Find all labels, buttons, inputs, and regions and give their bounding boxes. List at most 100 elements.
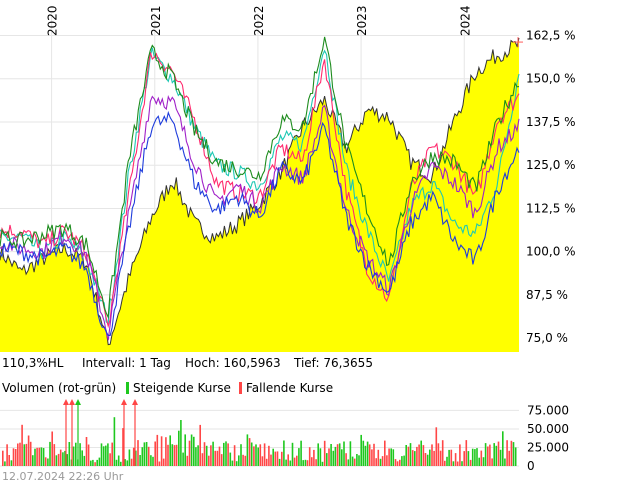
- volume-bar: [388, 448, 390, 466]
- volume-bar: [379, 458, 382, 466]
- volume-bar: [504, 458, 506, 466]
- volume-bar: [49, 441, 51, 466]
- volume-tick-label: 75.000: [527, 403, 569, 417]
- volume-bar: [158, 461, 161, 466]
- volume-bar: [25, 443, 28, 466]
- volume-bar: [487, 446, 489, 466]
- volume-bar: [338, 443, 341, 466]
- volume-bar: [272, 448, 274, 466]
- legend-down-swatch: [239, 382, 242, 394]
- volume-bar: [12, 448, 15, 466]
- volume-tick-label: 0: [527, 459, 535, 473]
- volume-bar: [446, 456, 448, 466]
- volume-bar: [186, 455, 189, 466]
- y-axis-ticks: 162,5 % 150,0 % 137,5 % 125,0 % 112,5 % 100,0…: [526, 28, 576, 345]
- volume-bar: [83, 455, 86, 466]
- main-area: [0, 37, 520, 352]
- volume-bar: [293, 457, 296, 466]
- volume-bar: [68, 442, 71, 466]
- series-line-1: [0, 47, 520, 325]
- volume-bar: [497, 441, 500, 466]
- volume-bar: [328, 448, 330, 466]
- volume-bar: [491, 458, 493, 466]
- volume-bar: [21, 424, 23, 466]
- volume-bar: [72, 446, 75, 466]
- volume-bar: [257, 447, 259, 466]
- x-tick-label: 2022: [252, 5, 266, 36]
- volume-bar: [220, 454, 223, 466]
- volume-bar: [480, 450, 483, 466]
- volume-bar: [64, 450, 66, 466]
- volume-bar: [235, 461, 238, 466]
- volume-bar: [29, 441, 32, 466]
- volume-bar: [285, 459, 287, 466]
- volume-bar: [482, 457, 485, 466]
- volume-bar: [242, 454, 244, 466]
- volume-bar: [514, 447, 517, 466]
- volume-bar: [238, 455, 240, 466]
- legend-up-label: Steigende Kurse: [133, 381, 231, 395]
- volume-bar: [19, 442, 21, 466]
- volume-bar: [321, 461, 324, 466]
- volume-bar: [203, 442, 206, 466]
- volume-bar: [495, 445, 498, 466]
- volume-bar: [160, 436, 163, 466]
- volume-bar: [377, 449, 380, 466]
- volume-bar: [135, 450, 137, 466]
- volume-bar: [439, 450, 442, 466]
- volume-bar: [405, 445, 407, 466]
- volume-bar: [231, 460, 234, 466]
- volume-bar: [353, 458, 356, 466]
- volume-bar: [169, 435, 171, 466]
- volume-bar: [356, 454, 358, 466]
- area-series-line: [0, 37, 520, 346]
- volume-bar: [394, 459, 397, 466]
- volume-bar: [14, 449, 17, 466]
- volume-bar: [111, 442, 113, 466]
- volume-bar: [336, 444, 339, 466]
- volume-bar: [98, 457, 101, 466]
- y-tick-label: 75,0 %: [526, 331, 568, 345]
- info-bar: 110,3%HL Intervall: 1 Tag Hoch: 160,5963…: [2, 356, 373, 370]
- volume-bar: [506, 440, 508, 466]
- volume-bar: [317, 443, 319, 466]
- volume-bar: [210, 445, 212, 466]
- volume-bar: [343, 441, 345, 466]
- volume-bar: [53, 444, 56, 466]
- volume-bar: [360, 434, 362, 466]
- volume-bar: [418, 444, 420, 466]
- volume-tick-label: 50.000: [527, 422, 569, 436]
- volume-bar: [452, 461, 455, 466]
- volume-bar: [178, 430, 180, 466]
- volume-bar: [145, 442, 148, 466]
- volume-bar: [319, 448, 322, 466]
- volume-bar: [461, 461, 463, 466]
- volume-bar: [287, 454, 289, 466]
- volume-bar: [59, 449, 62, 466]
- volume-bar: [306, 460, 309, 466]
- y-tick-label: 125,0 %: [526, 158, 576, 172]
- volume-bar: [381, 456, 384, 466]
- volume-bar: [311, 457, 313, 466]
- volume-bar: [304, 459, 307, 466]
- volume-bar: [100, 443, 103, 466]
- volume-bar: [366, 441, 369, 466]
- volume-bar: [407, 446, 410, 466]
- volume-bar: [6, 444, 8, 466]
- volume-bar: [51, 431, 53, 466]
- volume-bar: [478, 457, 480, 466]
- volume-overflow-arrow: [121, 399, 127, 405]
- volume-bar: [188, 440, 191, 466]
- volume-bar: [8, 455, 10, 466]
- volume-bar: [268, 445, 270, 466]
- volume-bar: [124, 459, 126, 466]
- x-axis-ticks: 2020 2021 2022 2023 2024: [46, 5, 473, 36]
- volume-bar: [276, 451, 279, 466]
- volume-bar: [120, 461, 122, 466]
- volume-bar: [57, 453, 60, 466]
- x-tick-label: 2020: [46, 5, 60, 36]
- volume-bar: [420, 440, 422, 466]
- volume-bar: [201, 453, 204, 466]
- volume-bar: [375, 458, 377, 466]
